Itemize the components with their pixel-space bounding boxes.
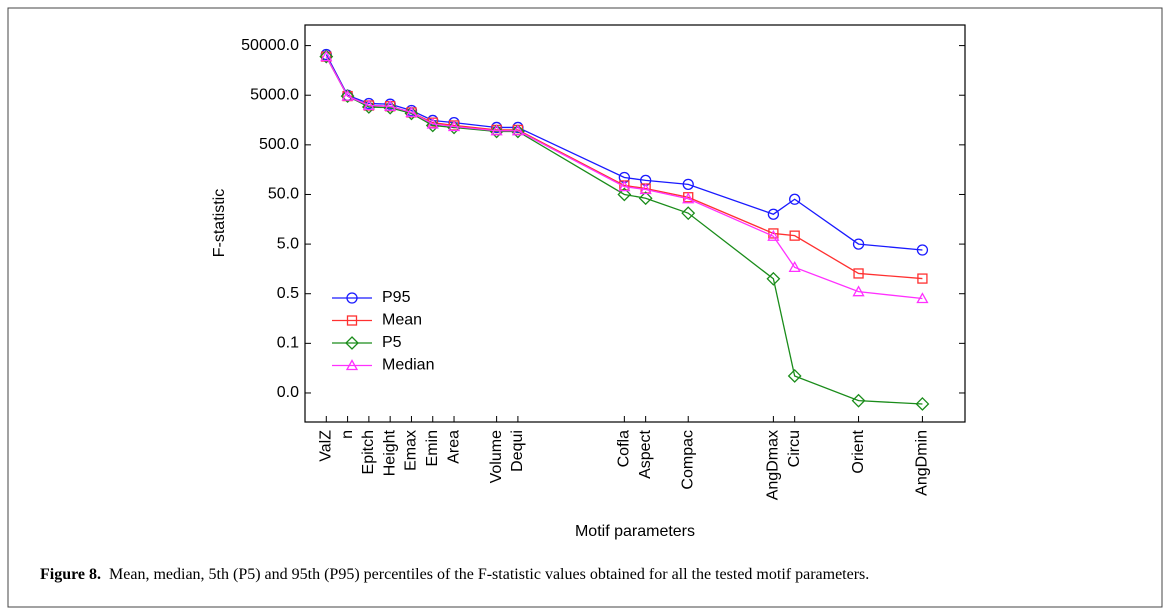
marker [447,120,461,132]
x-tick-label: Area [445,430,462,464]
series-line [325,56,923,280]
figure-frame [7,7,1163,608]
y-tick-label: 50.0 [268,186,299,203]
x-tick-label: Cofla [616,430,633,467]
plot-frame [304,24,966,423]
legend-label: Median [382,357,434,374]
x-tick-label: Aspect [637,429,654,478]
y-tick-label: 5.0 [277,235,299,252]
x-tick-label: Volume [488,430,505,483]
legend-marker [346,315,358,326]
marker [852,285,865,297]
x-tick-label: Emin [424,430,441,466]
marker [425,118,440,133]
x-tick-label: AngDmax [765,430,782,500]
marker [320,50,333,62]
marker [510,124,525,139]
y-tick-label: 0.5 [277,285,299,302]
legend-label: P95 [382,289,411,306]
marker [618,180,631,192]
marker [682,192,695,204]
y-axis-label: F-statistic [211,189,228,257]
x-tick-label: Epitch [360,430,377,474]
x-tick-label: Dequi [509,430,526,472]
marker [341,89,354,101]
x-tick-label: Compac [679,430,696,490]
marker [852,238,865,250]
caption-label: Figure 8. [40,566,101,583]
legend-marker [346,292,358,304]
x-tick-label: Orient [850,429,867,473]
marker [639,183,652,195]
marker [426,117,439,129]
legend-marker [345,359,359,371]
caption-text: Mean, median, 5th (P5) and 95th (P95) pe… [109,566,869,583]
marker [638,191,653,206]
x-tick-label: AngDmin [914,430,931,496]
marker [916,292,929,304]
marker [853,268,864,279]
marker [511,124,525,136]
marker [789,230,800,241]
series-line [325,56,923,405]
x-tick-label: Height [381,429,398,476]
legend-label: Mean [382,312,422,329]
marker [405,106,418,118]
legend-marker [345,336,359,350]
marker [681,206,696,221]
marker [617,187,632,202]
marker [917,273,928,284]
series-line [325,56,923,300]
marker [787,369,802,383]
marker [916,244,929,256]
x-tick-label: ValZ [318,430,335,462]
y-tick-label: 500.0 [259,136,299,153]
marker [767,229,780,241]
marker [489,124,504,139]
x-tick-label: Circu [786,430,803,467]
marker [788,261,801,272]
y-tick-label: 50000.0 [241,37,299,54]
marker [767,208,780,220]
marker [851,393,866,408]
marker [490,124,503,136]
marker [361,100,376,114]
marker [362,99,375,111]
marker [682,178,694,190]
y-tick-label: 0.1 [277,335,299,352]
marker [789,193,801,205]
legend-label: P5 [382,334,402,351]
marker [768,228,779,239]
marker [766,271,781,286]
marker [340,89,355,104]
x-tick-label: n [339,430,356,439]
y-tick-label: 5000.0 [250,86,299,103]
marker [319,49,334,64]
caption: Figure 8. Mean, median, 5th (P5) and 95th… [40,566,869,583]
marker [915,397,930,411]
x-tick-label: Emax [403,430,420,471]
y-tick-label: 0.0 [277,384,299,401]
x-axis-label: Motif parameters [575,523,695,540]
series-line [325,54,923,251]
marker [384,99,397,111]
